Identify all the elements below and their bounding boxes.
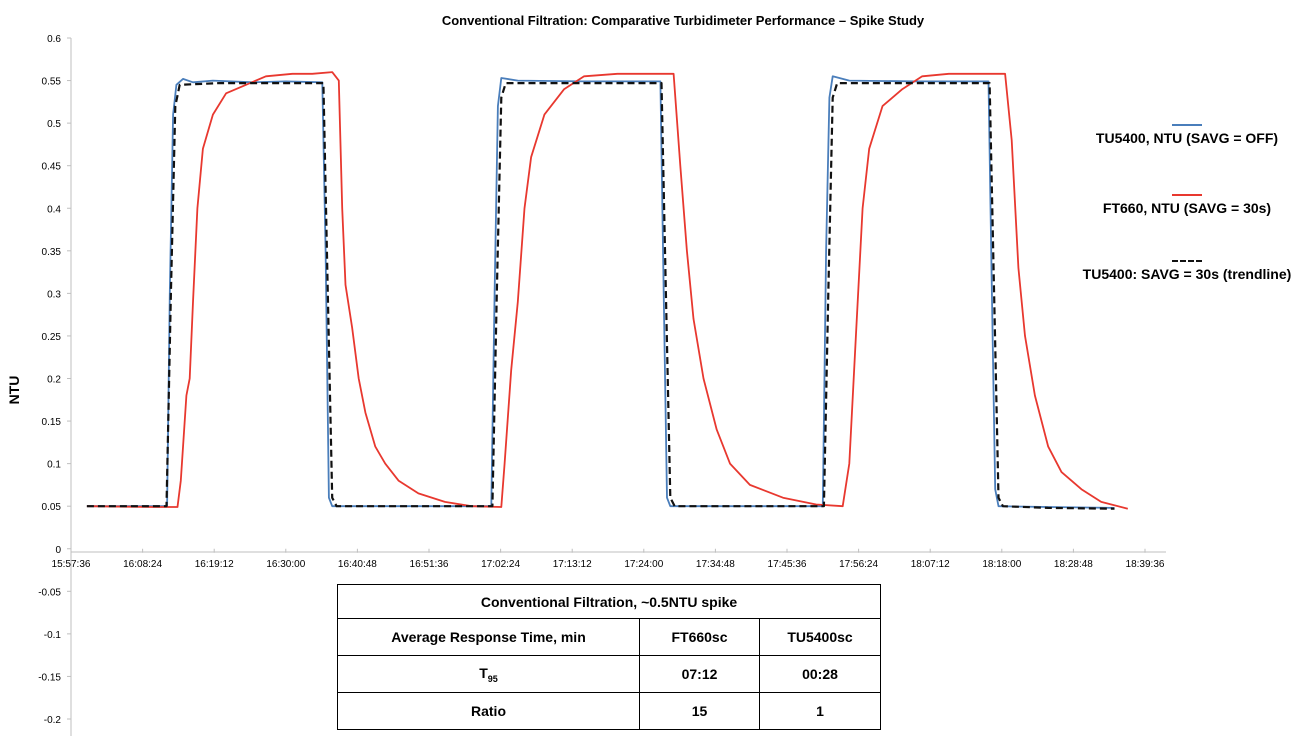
- y-tick-label: 0.15: [42, 417, 62, 428]
- chart-title: Conventional Filtration: Comparative Tur…: [442, 13, 925, 28]
- x-axis-ticks: 15:57:36 16:08:24 16:19:12 16:30:00 16:40:48…: [52, 548, 1165, 570]
- y-tick-label: -0.2: [44, 715, 62, 726]
- x-tick-label: 18:28:48: [1054, 559, 1093, 570]
- y-tick-label: -0.15: [38, 672, 61, 683]
- y-tick-label: 0.1: [47, 460, 61, 471]
- x-tick-label: 16:19:12: [195, 559, 234, 570]
- y-tick-label: 0.25: [42, 332, 62, 343]
- series-line-1: [86, 71, 1129, 510]
- y-tick-label: 0: [55, 545, 61, 556]
- legend-item-tu5400-trendline: TU5400: SAVG = 30s (trendline): [1058, 260, 1316, 282]
- legend-item-ft660: FT660, NTU (SAVG = 30s): [1058, 194, 1316, 216]
- y-tick-label: 0.3: [47, 289, 61, 300]
- y-tick-label: -0.1: [44, 630, 62, 641]
- legend-label-tu5400-off: TU5400, NTU (SAVG = OFF): [1095, 130, 1279, 146]
- t95-tu5400-value: 00:28: [758, 655, 882, 693]
- y-axis-label: NTU: [6, 376, 22, 405]
- x-tick-label: 17:34:48: [696, 559, 735, 570]
- results-table-title: Conventional Filtration, ~0.5NTU spike: [336, 584, 882, 619]
- results-table: Conventional Filtration, ~0.5NTU spike A…: [336, 584, 882, 730]
- y-tick-label: 0.6: [47, 34, 61, 45]
- row-label-t95: T95: [337, 655, 640, 693]
- y-tick-label: 0.35: [42, 247, 62, 258]
- x-tick-label: 16:40:48: [338, 559, 377, 570]
- legend-swatch-red: [1172, 194, 1202, 196]
- x-tick-label: 16:08:24: [123, 559, 162, 570]
- x-tick-label: 16:30:00: [266, 559, 305, 570]
- x-tick-label: 18:39:36: [1126, 559, 1165, 570]
- legend-label-ft660: FT660, NTU (SAVG = 30s): [1102, 200, 1272, 216]
- y-tick-label: 0.2: [47, 375, 61, 386]
- x-tick-label: 18:18:00: [982, 559, 1021, 570]
- t95-label: T: [479, 664, 488, 681]
- y-tick-label: 0.55: [42, 77, 62, 88]
- t95-ft660-value: 07:12: [639, 655, 760, 693]
- table-row: Ratio 15 1: [337, 692, 882, 730]
- legend-swatch-black-dashed: [1172, 260, 1202, 262]
- header-ft660: FT660sc: [639, 618, 760, 656]
- table-row: T95 07:12 00:28: [337, 655, 882, 693]
- ratio-tu5400-value: 1: [758, 692, 882, 730]
- ratio-ft660-value: 15: [639, 692, 760, 730]
- legend-label-tu5400-trendline: TU5400: SAVG = 30s (trendline): [1082, 266, 1292, 282]
- y-tick-label: 0.5: [47, 119, 61, 130]
- x-tick-label: 15:57:36: [52, 559, 91, 570]
- legend-swatch-blue: [1172, 124, 1202, 126]
- header-tu5400: TU5400sc: [758, 618, 882, 656]
- y-tick-label: 0.05: [42, 502, 62, 513]
- legend-item-tu5400-off: TU5400, NTU (SAVG = OFF): [1058, 124, 1316, 146]
- series-line-0: [86, 75, 1115, 509]
- y-tick-label: 0.4: [47, 204, 61, 215]
- x-tick-label: 18:07:12: [911, 559, 950, 570]
- series-line-2: [86, 82, 1115, 510]
- header-label: Average Response Time, min: [337, 618, 640, 656]
- x-tick-label: 16:51:36: [410, 559, 449, 570]
- x-tick-label: 17:45:36: [768, 559, 807, 570]
- x-tick-label: 17:24:00: [624, 559, 663, 570]
- results-table-title-row: Conventional Filtration, ~0.5NTU spike: [336, 584, 882, 619]
- t95-subscript: 95: [487, 673, 498, 684]
- x-tick-label: 17:13:12: [553, 559, 592, 570]
- y-tick-label: 0.45: [42, 162, 62, 173]
- row-label-ratio: Ratio: [337, 692, 640, 730]
- results-table-header-row: Average Response Time, min FT660sc TU540…: [337, 618, 882, 656]
- series-layer: [86, 71, 1129, 510]
- x-tick-label: 17:56:24: [839, 559, 878, 570]
- y-tick-label: -0.05: [38, 587, 61, 598]
- x-tick-label: 17:02:24: [481, 559, 520, 570]
- y-axis-ticks: 0.6 0.55 0.5 0.45 0.4 0.35 0.3 0.25 0.2 0.15 0.1 0.…: [38, 34, 71, 726]
